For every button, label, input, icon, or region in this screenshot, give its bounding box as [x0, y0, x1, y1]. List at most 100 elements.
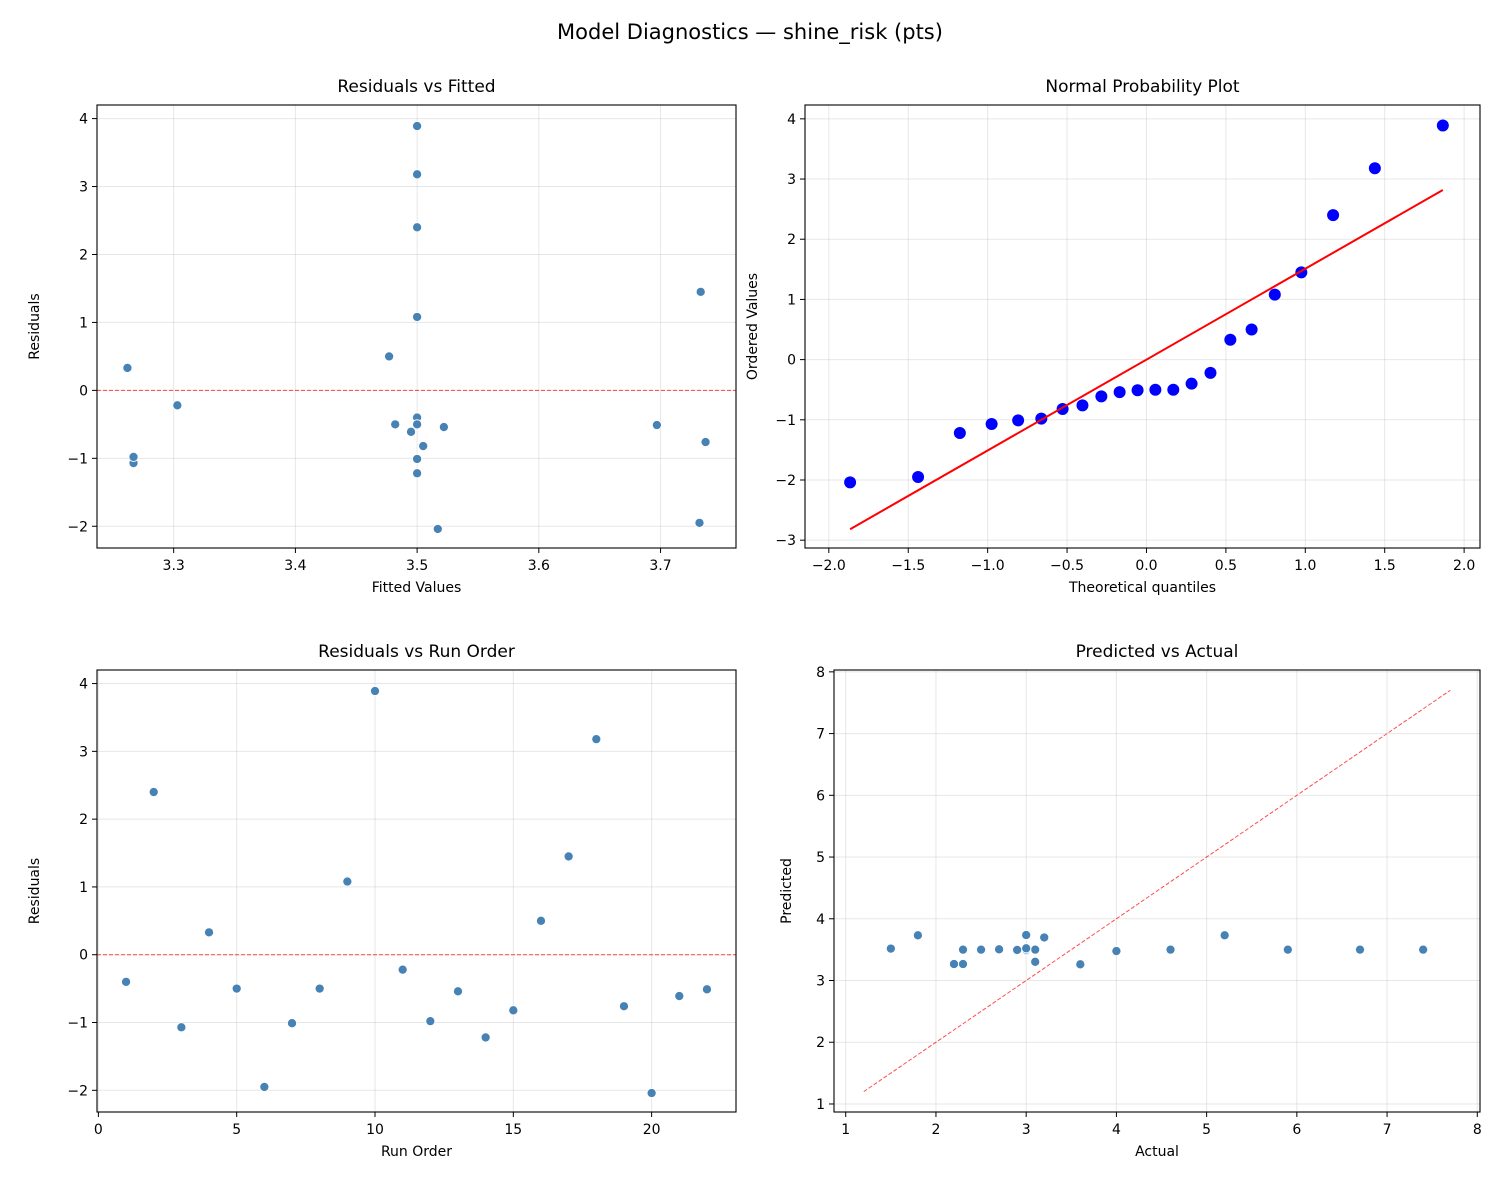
- data-point: [844, 476, 857, 489]
- data-point: [412, 453, 423, 465]
- x-tick-label: 4: [1112, 1122, 1121, 1138]
- data-point: [438, 422, 449, 433]
- data-point: [1185, 377, 1198, 390]
- x-tick-label: −2.0: [812, 558, 846, 574]
- y-tick-label: −1: [67, 451, 88, 467]
- x-tick-label: 10: [366, 1122, 384, 1138]
- residuals-vs-run-order-panel: 0 5 10 15 20 −2 −1 0 1 2 3 4 Residuals vs Run Order R…: [27, 642, 737, 1160]
- data-point: [948, 958, 960, 970]
- data-point: [674, 991, 685, 1002]
- data-point: [885, 943, 896, 954]
- data-point: [432, 523, 443, 535]
- y-tick-label: 3: [816, 974, 825, 990]
- x-tick-label: 2.0: [1453, 558, 1475, 574]
- data-point: [1282, 944, 1293, 955]
- data-point: [128, 451, 139, 463]
- axes-frame: [804, 104, 1481, 549]
- data-point: [1076, 399, 1089, 412]
- data-point: [369, 685, 381, 697]
- axes-frame: [833, 669, 1481, 1113]
- data-point: [1012, 414, 1025, 427]
- data-point: [1327, 209, 1340, 222]
- data-point: [259, 1081, 270, 1092]
- y-tick-label: 0: [787, 353, 796, 369]
- fit-line: [849, 189, 1444, 531]
- subplot-title: Normal Probability Plot: [1045, 77, 1240, 97]
- x-tick-label: 1.0: [1294, 558, 1316, 574]
- data-point: [563, 851, 574, 862]
- data-point: [618, 1001, 630, 1012]
- x-axis-label: Actual: [1135, 1144, 1179, 1160]
- data-point: [1245, 323, 1258, 336]
- axes-frame: [96, 669, 737, 1113]
- x-axis-label: Fitted Values: [372, 580, 462, 596]
- data-point: [912, 470, 925, 483]
- x-tick-label: 5: [1202, 1122, 1211, 1138]
- data-point: [1030, 956, 1041, 967]
- data-point: [1268, 288, 1281, 301]
- x-tick-label: 2: [931, 1122, 940, 1138]
- data-point: [1021, 943, 1032, 954]
- data-point: [286, 1018, 298, 1029]
- data-point: [1436, 119, 1449, 132]
- data-point: [397, 964, 408, 975]
- data-point: [412, 419, 423, 430]
- normal-probability-panel: −2.0 −1.5 −1.0 −0.5 0.0 0.5 1.0 1.5 2.0 −3 −2 −1 0 1 2…: [745, 77, 1481, 596]
- x-tick-label: 3.6: [528, 558, 550, 574]
- data-point: [176, 1022, 187, 1033]
- x-tick-label: 0: [94, 1122, 103, 1138]
- data-point: [1167, 383, 1180, 396]
- x-tick-label: 6: [1292, 1122, 1301, 1138]
- data-point: [646, 1087, 657, 1099]
- data-point: [342, 876, 353, 887]
- x-tick-label: −1.5: [891, 558, 925, 574]
- y-tick-label: 2: [79, 812, 88, 828]
- data-point: [480, 1032, 491, 1043]
- data-point: [122, 362, 133, 373]
- y-tick-label: −2: [67, 519, 88, 535]
- data-point: [1021, 929, 1032, 941]
- y-tick-label: 1: [787, 292, 796, 308]
- data-point: [695, 286, 706, 297]
- y-axis-label: Residuals: [27, 293, 43, 359]
- data-point: [1075, 959, 1086, 970]
- y-tick-label: 0: [79, 383, 88, 399]
- y-tick-label: 2: [816, 1035, 825, 1051]
- x-tick-label: −1.0: [971, 558, 1005, 574]
- data-point: [651, 419, 662, 431]
- y-tick-label: 0: [79, 948, 88, 964]
- x-tick-label: 3.3: [163, 558, 185, 574]
- x-tick-label: 3.4: [284, 558, 306, 574]
- y-axis-label: Ordered Values: [745, 273, 761, 380]
- data-point: [1219, 930, 1230, 941]
- figure-title: Model Diagnostics — shine_risk (pts): [557, 20, 943, 44]
- y-tick-label: 1: [79, 880, 88, 896]
- data-point: [912, 930, 923, 941]
- y-tick-label: 1: [816, 1097, 825, 1113]
- predicted-vs-actual-panel: 1 2 3 4 5 6 7 8 1 2 3 4 5 6 7 8 Predicted vs Actual Actua…: [779, 642, 1482, 1160]
- y-tick-label: 2: [79, 247, 88, 263]
- y-tick-label: 4: [79, 677, 88, 693]
- data-point: [231, 983, 242, 994]
- x-tick-label: 20: [643, 1122, 661, 1138]
- data-point: [120, 976, 132, 987]
- y-tick-label: 6: [816, 788, 825, 804]
- x-axis-label: Run Order: [381, 1144, 452, 1160]
- data-point: [1368, 162, 1381, 175]
- data-point: [1131, 384, 1144, 397]
- data-point: [1030, 944, 1041, 955]
- data-point: [172, 400, 183, 411]
- data-point: [412, 169, 423, 180]
- data-point: [508, 1005, 519, 1016]
- data-point: [994, 944, 1005, 955]
- data-point: [1111, 946, 1122, 957]
- y-tick-label: 4: [787, 112, 796, 128]
- data-point: [390, 419, 401, 430]
- data-point: [976, 944, 987, 955]
- x-tick-label: 15: [504, 1122, 522, 1138]
- data-point: [694, 517, 705, 528]
- data-point: [412, 468, 423, 479]
- data-point: [1012, 944, 1023, 956]
- data-point: [985, 418, 998, 431]
- y-tick-label: −1: [67, 1016, 88, 1032]
